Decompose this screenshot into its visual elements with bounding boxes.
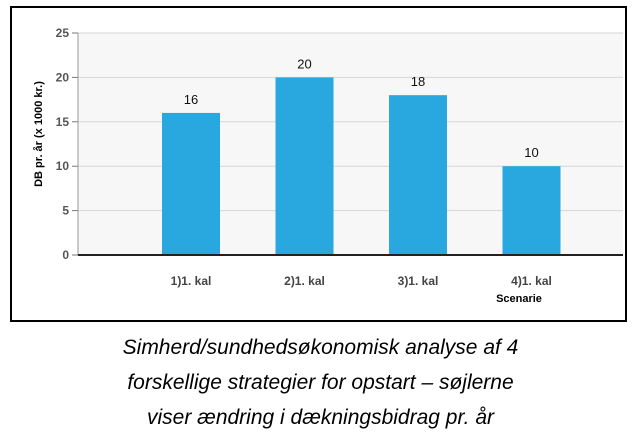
caption-line-2: forskellige strategier for opstart – søj… [127,371,514,394]
y-tick-label-20: 20 [56,70,70,84]
bar-2 [275,77,334,256]
x-axis-title: Scenarie [496,293,542,305]
figure-caption: Simherd/sundhedsøkonomisk analyse af 4 f… [0,330,641,435]
chart-frame: 0 5 10 15 20 25 16 1)1. kal 20 2)1. kal 18 3)1. kal… [10,6,627,322]
y-tick-label-10: 10 [56,159,70,173]
data-label-2: 20 [297,56,311,71]
x-tick-label-4: 4)1. kal [511,274,552,288]
y-tick-label-25: 25 [56,26,70,40]
y-tick-label-0: 0 [62,248,69,262]
data-label-4: 10 [524,145,538,160]
x-tick-label-3: 3)1. kal [398,274,439,288]
data-label-1: 16 [184,92,198,107]
bar-4 [502,166,561,255]
bar-3 [389,95,447,255]
y-axis-title: DB pr. år (x 1000 kr.) [33,81,45,187]
data-label-3: 18 [411,74,425,89]
x-tick-label-2: 2)1. kal [284,274,325,288]
y-tick-label-15: 15 [56,115,70,129]
caption-line-3: viser ændring i dækningsbidrag pr. år [146,406,495,429]
x-tick-label-1: 1)1. kal [171,274,212,288]
caption-line-1: Simherd/sundhedsøkonomisk analyse af 4 [122,336,519,359]
y-tick-label-5: 5 [62,204,69,218]
bar-1 [162,112,220,255]
bar-chart: 0 5 10 15 20 25 16 1)1. kal 20 2)1. kal 18 3)1. kal… [33,26,623,305]
